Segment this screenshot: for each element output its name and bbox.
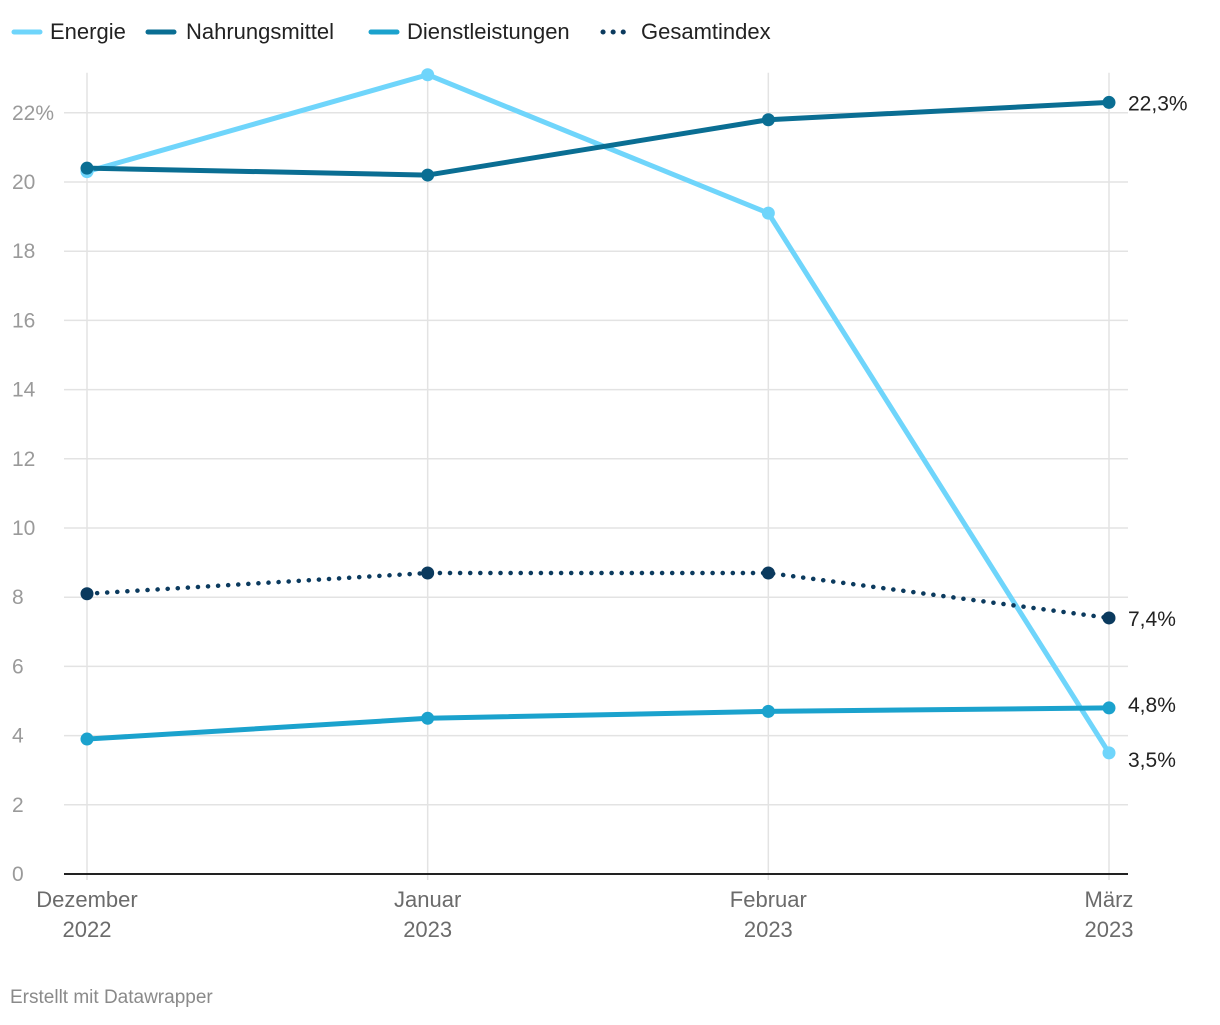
x-tick-year: 2023	[744, 917, 793, 942]
data-point-energie-2[interactable]	[761, 206, 775, 220]
data-point-dienstleistungen-3[interactable]	[1102, 701, 1116, 715]
y-axis-tick-labels: 0 2 4 6 8 10 12 14 16 18 20 22%	[12, 102, 54, 886]
y-tick-label: 6	[12, 655, 24, 678]
x-tick-month: Februar	[730, 887, 807, 912]
data-point-dienstleistungen-0[interactable]	[80, 732, 94, 746]
legend-item-dienstleistungen[interactable]: Dienstleistungen	[368, 19, 570, 44]
series-line-dienstleistungen	[84, 705, 1112, 742]
data-point-gesamtindex-3[interactable]	[1102, 611, 1116, 625]
data-point-dienstleistungen-1[interactable]	[421, 711, 435, 725]
x-axis-tick-labels: Dezember 2022 Januar 2023 Februar 2023 März 202…	[36, 887, 1133, 942]
x-tick-label-marz: März 2023	[1085, 887, 1134, 942]
end-label-energie: 3,5%	[1128, 749, 1176, 772]
x-tick-label-februar: Februar 2023	[730, 887, 807, 942]
data-point-gesamtindex-2[interactable]	[761, 566, 775, 580]
end-value-labels: 3,5% 22,3% 4,8% 7,4%	[1128, 92, 1188, 771]
legend-item-energie[interactable]: Energie	[11, 19, 126, 44]
series-line-nahrungsmittel	[84, 99, 1112, 178]
data-point-dienstleistungen-2[interactable]	[761, 704, 775, 718]
x-tick-year: 2022	[63, 917, 112, 942]
x-tick-month: Januar	[394, 887, 461, 912]
x-tick-month: Dezember	[36, 887, 137, 912]
footer-credit[interactable]: Erstellt mit Datawrapper	[10, 987, 213, 1008]
end-label-nahrungsmittel: 22,3%	[1128, 92, 1188, 115]
y-tick-label: 10	[12, 517, 35, 540]
data-point-nahrungsmittel-1[interactable]	[421, 168, 435, 182]
y-tick-label: 22%	[12, 102, 54, 125]
legend-item-nahrungsmittel[interactable]: Nahrungsmittel	[145, 19, 334, 44]
y-tick-label: 12	[12, 448, 35, 471]
data-point-gesamtindex-1[interactable]	[421, 566, 435, 580]
y-tick-label: 8	[12, 586, 24, 609]
y-tick-label: 2	[12, 794, 24, 817]
x-tick-year: 2023	[1085, 917, 1134, 942]
data-point-nahrungsmittel-3[interactable]	[1102, 95, 1116, 109]
legend-label-energie: Energie	[50, 19, 126, 44]
x-tick-year: 2023	[403, 917, 452, 942]
y-tick-label: 4	[12, 725, 24, 748]
legend-label-nahrungsmittel: Nahrungsmittel	[186, 19, 334, 44]
data-point-gesamtindex-0[interactable]	[80, 587, 94, 601]
y-tick-label: 16	[12, 309, 35, 332]
series-line-energie	[84, 72, 1112, 756]
series-points	[80, 68, 1116, 760]
y-tick-label: 20	[12, 171, 35, 194]
legend-label-dienstleistungen: Dienstleistungen	[407, 19, 570, 44]
y-tick-label: 0	[12, 863, 24, 886]
end-label-dienstleistungen: 4,8%	[1128, 694, 1176, 717]
data-point-energie-1[interactable]	[421, 68, 435, 82]
end-label-gesamtindex: 7,4%	[1128, 608, 1176, 631]
y-tick-label: 14	[12, 379, 36, 402]
horizontal-gridlines	[64, 112, 1128, 806]
series-line-gesamtindex	[84, 570, 1112, 621]
y-tick-label: 18	[12, 240, 35, 263]
series-lines	[84, 72, 1112, 756]
x-tick-label-januar: Januar 2023	[394, 887, 461, 942]
x-tick-month: März	[1085, 887, 1134, 912]
legend-label-gesamtindex: Gesamtindex	[641, 19, 771, 44]
data-point-nahrungsmittel-2[interactable]	[761, 113, 775, 127]
data-point-nahrungsmittel-0[interactable]	[80, 161, 94, 175]
data-point-energie-3[interactable]	[1102, 746, 1116, 760]
vertical-gridlines	[86, 72, 1110, 880]
legend: Energie Nahrungsmittel Dienstleistungen Ges…	[11, 19, 771, 44]
x-tick-label-dezember: Dezember 2022	[36, 887, 137, 942]
legend-item-gesamtindex[interactable]: Gesamtindex	[600, 19, 771, 44]
